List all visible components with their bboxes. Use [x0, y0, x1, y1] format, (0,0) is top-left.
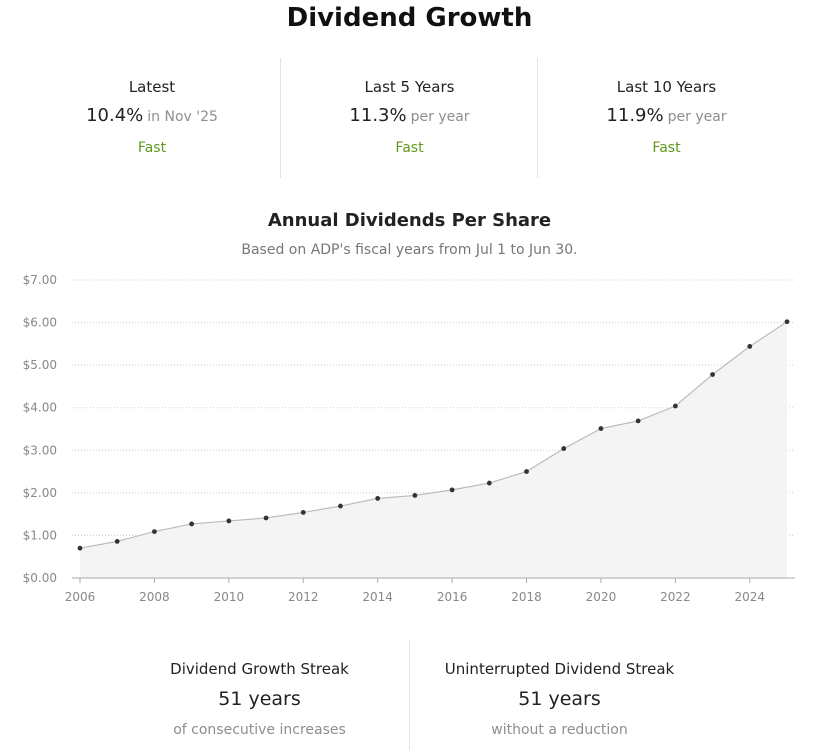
data-point: [784, 319, 790, 325]
data-point: [300, 510, 306, 515]
dividends-chart: $0.00 $1.00 $2.00 $3.00 $4.00 $5.00 $6.00 $7.00…: [23, 273, 795, 604]
area-fill: [80, 321, 787, 578]
x-tick-label: 2016: [437, 590, 468, 604]
series-line: [79, 321, 788, 549]
data-point: [226, 518, 232, 524]
data-point: [77, 545, 83, 551]
streak-label: Uninterrupted Dividend Streak: [444, 660, 675, 678]
data-point: [412, 493, 418, 498]
streak-value: 51 years: [518, 688, 601, 710]
stat-label: Latest: [128, 78, 176, 96]
data-point: [598, 426, 604, 431]
growth-stats: Latest 10.4% in Nov '25 Fast Last 5 Years…: [24, 58, 794, 178]
streak-growth: Dividend Growth Streak 51 years of conse…: [110, 640, 409, 750]
stat-value: 10.4%: [86, 105, 144, 126]
x-tick-label: 2012: [288, 590, 319, 604]
streak-uninterrupted: Uninterrupted Dividend Streak 51 years w…: [409, 640, 709, 750]
stat-value-row: 11.9% per year: [538, 105, 795, 126]
stat-label: Last 10 Years: [616, 78, 717, 96]
y-tick-label: $6.00: [23, 316, 57, 330]
stat-last-5-years: Last 5 Years 11.3% per year Fast: [280, 58, 538, 178]
data-point: [672, 403, 678, 409]
streak-value: 51 years: [218, 688, 301, 710]
y-tick-label: $1.00: [23, 528, 57, 542]
stat-value-row: 10.4% in Nov '25: [24, 105, 280, 126]
x-tick-label: 2018: [511, 590, 542, 604]
data-point: [710, 372, 715, 377]
stat-rating: Fast: [652, 140, 681, 156]
data-point: [747, 344, 753, 349]
stat-subtext: per year: [667, 109, 727, 125]
x-tick-label: 2022: [660, 590, 691, 604]
data-point: [263, 515, 269, 521]
data-point: [189, 521, 195, 527]
x-tick-label: 2020: [586, 590, 617, 604]
data-point: [449, 487, 455, 493]
y-tick-label: $2.00: [23, 486, 57, 500]
x-tick-label: 2008: [139, 590, 170, 604]
x-tick-label: 2010: [214, 590, 245, 604]
stat-subtext: in Nov '25: [147, 109, 218, 125]
y-tick-label: $4.00: [23, 401, 57, 415]
streak-label: Dividend Growth Streak: [170, 660, 349, 678]
stat-last-10-years: Last 10 Years 11.9% per year Fast: [537, 58, 795, 178]
data-point: [152, 529, 157, 534]
x-tick-label: 2014: [362, 590, 393, 604]
x-tick-label: 2006: [65, 590, 96, 604]
data-point: [524, 469, 529, 474]
streak-subtext: without a reduction: [491, 722, 628, 738]
stat-latest: Latest 10.4% in Nov '25 Fast: [24, 58, 280, 178]
data-point: [635, 418, 641, 424]
dividend-streaks: Dividend Growth Streak 51 years of conse…: [110, 640, 710, 750]
y-tick-label: $7.00: [23, 273, 57, 287]
stat-value-row: 11.3% per year: [281, 105, 538, 126]
data-point: [561, 446, 567, 451]
data-point: [375, 495, 381, 501]
chart-title: Annual Dividends Per Share: [267, 210, 552, 231]
data-point: [486, 480, 492, 486]
stat-rating: Fast: [137, 140, 167, 156]
y-tick-label: $0.00: [23, 571, 57, 585]
chart-subtitle: Based on ADP's fiscal years from Jul 1 t…: [241, 242, 578, 258]
stat-subtext: per year: [410, 109, 470, 125]
data-point: [114, 538, 120, 544]
stat-rating: Fast: [395, 140, 424, 156]
stat-label: Last 5 Years: [364, 78, 455, 96]
data-point: [338, 503, 343, 509]
stat-value: 11.3%: [349, 105, 407, 126]
stat-value: 11.9%: [606, 105, 664, 126]
x-tick-label: 2024: [735, 590, 766, 604]
y-tick-label: $5.00: [23, 358, 57, 372]
streak-subtext: of consecutive increases: [173, 722, 346, 738]
page-title: Dividend Growth: [286, 3, 533, 33]
y-tick-label: $3.00: [23, 443, 57, 457]
